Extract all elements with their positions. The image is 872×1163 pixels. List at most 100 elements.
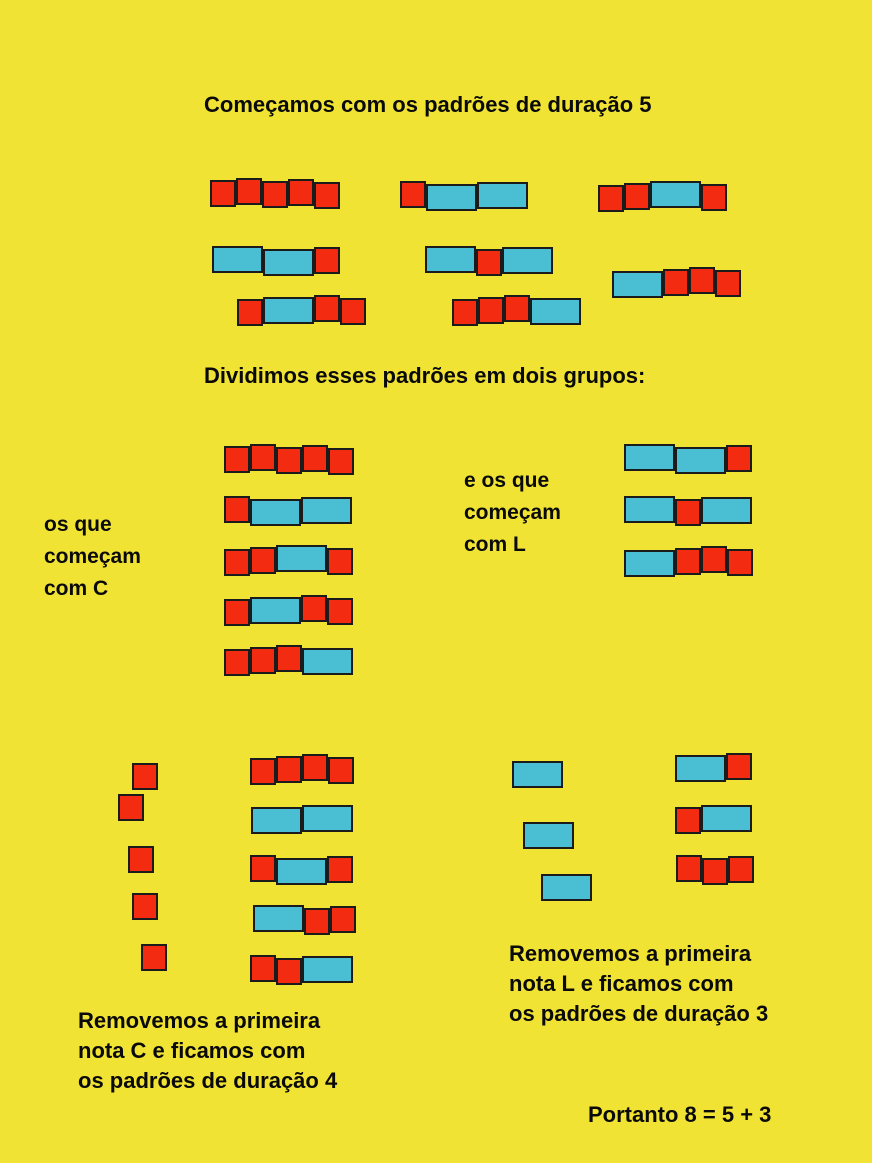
starting-patterns-duration-5-pattern-cclc xyxy=(598,181,727,212)
removed-first-l-notes-pattern-l xyxy=(541,874,592,901)
short-note-c-block xyxy=(250,758,276,785)
long-note-l-block xyxy=(301,497,352,524)
l-group-label: e os que começam com L xyxy=(464,469,561,556)
group-starting-with-l-pattern-llc xyxy=(624,444,752,474)
long-note-l-block xyxy=(701,805,752,832)
page-title: Começamos com os padrões de duração 5 xyxy=(204,92,652,117)
short-note-c-block xyxy=(314,247,340,274)
short-note-c-block xyxy=(304,908,330,935)
short-note-c-block xyxy=(676,855,702,882)
removed-c-caption: Removemos a primeira nota C e ficamos co… xyxy=(78,1008,338,1093)
short-note-c-block xyxy=(701,184,727,211)
long-note-l-block xyxy=(624,550,675,577)
short-note-c-block xyxy=(476,249,502,276)
long-note-l-block xyxy=(541,874,592,901)
long-note-l-block xyxy=(523,822,574,849)
long-note-l-block xyxy=(701,497,752,524)
short-note-c-block xyxy=(236,178,262,205)
short-note-c-block xyxy=(224,496,250,523)
short-note-c-block xyxy=(276,958,302,985)
long-note-l-block xyxy=(302,956,353,983)
removed-first-c-notes-pattern-c xyxy=(141,944,167,971)
short-note-c-block xyxy=(314,295,340,322)
short-note-c-block xyxy=(224,649,250,676)
long-note-l-block xyxy=(251,807,302,834)
removed-first-c-notes-pattern-c xyxy=(118,794,144,821)
starting-patterns-duration-5-pattern-lccc xyxy=(612,267,741,298)
remaining-patterns-duration-3-pattern-cl xyxy=(675,805,752,834)
short-note-c-block xyxy=(327,548,353,575)
short-note-c-block xyxy=(250,855,276,882)
short-note-c-block xyxy=(250,647,276,674)
group-starting-with-c-pattern-ccccc xyxy=(224,444,354,475)
long-note-l-block xyxy=(276,545,327,572)
short-note-c-block xyxy=(728,856,754,883)
removed-first-l-notes-pattern-l xyxy=(512,761,563,788)
short-note-c-block xyxy=(288,179,314,206)
short-note-c-block xyxy=(675,548,701,575)
short-note-c-block xyxy=(132,893,158,920)
short-note-c-block xyxy=(276,447,302,474)
short-note-c-block xyxy=(663,269,689,296)
c-group-label: os que começam com C xyxy=(44,513,141,600)
short-note-c-block xyxy=(689,267,715,294)
short-note-c-block xyxy=(675,499,701,526)
group-starting-with-l-pattern-lccc xyxy=(624,546,753,577)
short-note-c-block xyxy=(478,297,504,324)
removed-first-c-notes-pattern-c xyxy=(132,893,158,920)
short-note-c-block xyxy=(726,445,752,472)
long-note-l-block xyxy=(624,496,675,523)
short-note-c-block xyxy=(301,595,327,622)
short-note-c-block xyxy=(598,185,624,212)
group-starting-with-c-pattern-cclc xyxy=(224,545,353,576)
starting-patterns-duration-5-pattern-clcc xyxy=(237,295,366,326)
short-note-c-block xyxy=(276,645,302,672)
short-note-c-block xyxy=(224,599,250,626)
long-note-l-block xyxy=(512,761,563,788)
long-note-l-block xyxy=(675,447,726,474)
removed-first-c-notes-pattern-c xyxy=(132,763,158,790)
remaining-patterns-duration-4-pattern-lcc xyxy=(253,905,356,935)
short-note-c-block xyxy=(314,182,340,209)
short-note-c-block xyxy=(250,955,276,982)
short-note-c-block xyxy=(504,295,530,322)
long-note-l-block xyxy=(530,298,581,325)
short-note-c-block xyxy=(327,598,353,625)
short-note-c-block xyxy=(128,846,154,873)
short-note-c-block xyxy=(210,180,236,207)
short-note-c-block xyxy=(250,444,276,471)
short-note-c-block xyxy=(327,856,353,883)
short-note-c-block xyxy=(132,763,158,790)
removed-l-caption: Removemos a primeira nota L e ficamos co… xyxy=(509,941,769,1026)
short-note-c-block xyxy=(224,446,250,473)
long-note-l-block xyxy=(675,755,726,782)
long-note-l-block xyxy=(250,499,301,526)
long-note-l-block xyxy=(253,905,304,932)
short-note-c-block xyxy=(276,756,302,783)
long-note-l-block xyxy=(502,247,553,274)
long-note-l-block xyxy=(624,444,675,471)
group-starting-with-l-pattern-lcl xyxy=(624,496,752,526)
long-note-l-block xyxy=(212,246,263,273)
short-note-c-block xyxy=(330,906,356,933)
short-note-c-block xyxy=(702,858,728,885)
remaining-patterns-duration-4-pattern-cccc xyxy=(250,754,354,785)
short-note-c-block xyxy=(262,181,288,208)
short-note-c-block xyxy=(250,547,276,574)
remaining-patterns-duration-3-pattern-lc xyxy=(675,753,752,782)
short-note-c-block xyxy=(118,794,144,821)
long-note-l-block xyxy=(425,246,476,273)
removed-first-l-notes-pattern-l xyxy=(523,822,574,849)
long-note-l-block xyxy=(302,805,353,832)
long-note-l-block xyxy=(650,181,701,208)
long-note-l-block xyxy=(426,184,477,211)
short-note-c-block xyxy=(224,549,250,576)
long-note-l-block xyxy=(250,597,301,624)
long-note-l-block xyxy=(276,858,327,885)
short-note-c-block xyxy=(624,183,650,210)
conclusion-text: Portanto 8 = 5 + 3 xyxy=(588,1102,772,1127)
remaining-patterns-duration-4-pattern-ll xyxy=(251,805,353,834)
starting-patterns-duration-5-pattern-lcl xyxy=(425,246,553,276)
